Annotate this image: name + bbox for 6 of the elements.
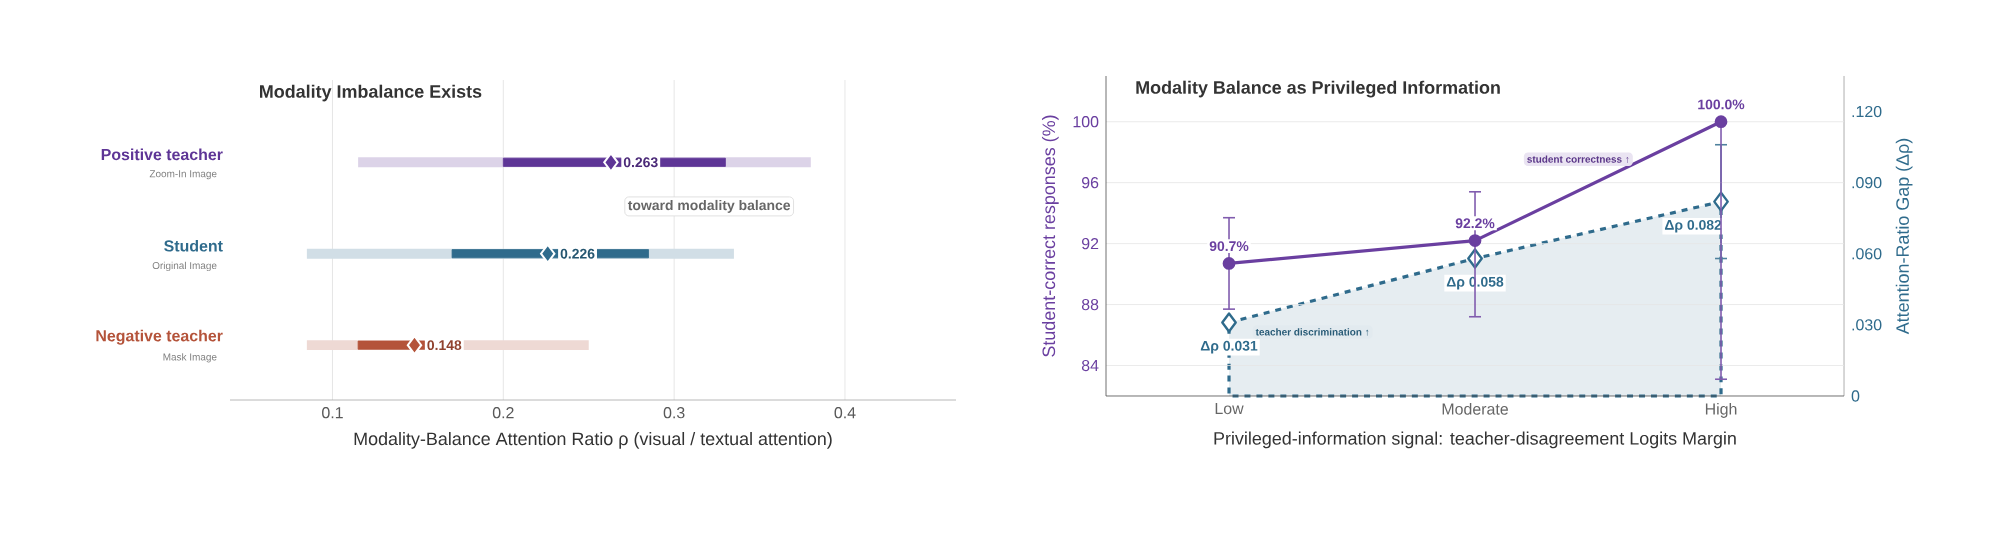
chart-title: Modality Imbalance Exists bbox=[260, 84, 482, 102]
x-axis-title: Privileged-information signal: teacher-disagreement Logits Margin bbox=[1214, 431, 1736, 449]
y2-axis-title: Attention-Ratio Gap (Δρ) bbox=[1895, 138, 1913, 335]
y-axis-title: Student-correct responses (%) bbox=[1041, 115, 1059, 357]
x-axis-title: Modality-Balance Attention Ratio ρ (visual / textual attention) bbox=[354, 432, 832, 449]
chart-title: Modality Balance as Privileged Information bbox=[1136, 80, 1500, 98]
